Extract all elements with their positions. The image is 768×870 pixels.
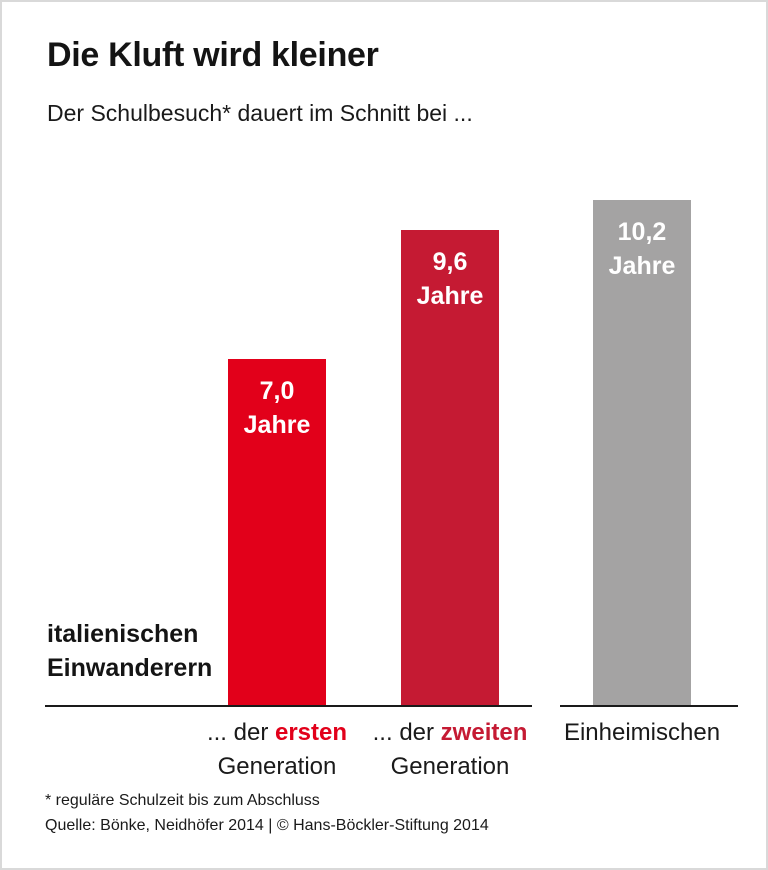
footnote: * reguläre Schulzeit bis zum Abschluss bbox=[45, 792, 320, 809]
group-label-line1: italienischen bbox=[47, 620, 199, 648]
source-credit: Quelle: Bönke, Neidhöfer 2014 | © Hans-B… bbox=[45, 817, 489, 834]
bar-value-label-1: 7,0 Jahre bbox=[243, 377, 311, 439]
group-label: italienischen Einwanderern bbox=[47, 618, 212, 686]
bar-3: 10,2 Jahre bbox=[593, 200, 691, 707]
axis-baseline-right bbox=[560, 705, 738, 707]
group-label-line2: Einwanderern bbox=[47, 653, 213, 682]
bar-value-label-3: 10,2 Jahre bbox=[608, 218, 676, 280]
category-label-line2: Generation bbox=[217, 752, 337, 780]
chart-subtitle: Der Schulbesuch* dauert im Schnitt bei .… bbox=[47, 100, 473, 126]
category-label-2: ... der zweiten Generation bbox=[335, 716, 565, 783]
bar-value-label-2: 9,6 Jahre bbox=[416, 248, 484, 310]
category-label-line1: Einheimischen bbox=[563, 719, 721, 746]
category-label-3: Einheimischen bbox=[527, 716, 757, 750]
category-label-line2: Generation bbox=[390, 752, 510, 780]
bar-1: 7,0 Jahre bbox=[228, 359, 326, 707]
category-label-line1: ... der zweiten bbox=[372, 719, 528, 746]
bar-2: 9,6 Jahre bbox=[401, 230, 499, 707]
category-label-line1: ... der ersten bbox=[206, 719, 348, 746]
chart-title: Die Kluft wird kleiner bbox=[47, 36, 379, 74]
axis-baseline-left bbox=[45, 705, 532, 707]
category-label-1: ... der ersten Generation bbox=[162, 716, 392, 783]
